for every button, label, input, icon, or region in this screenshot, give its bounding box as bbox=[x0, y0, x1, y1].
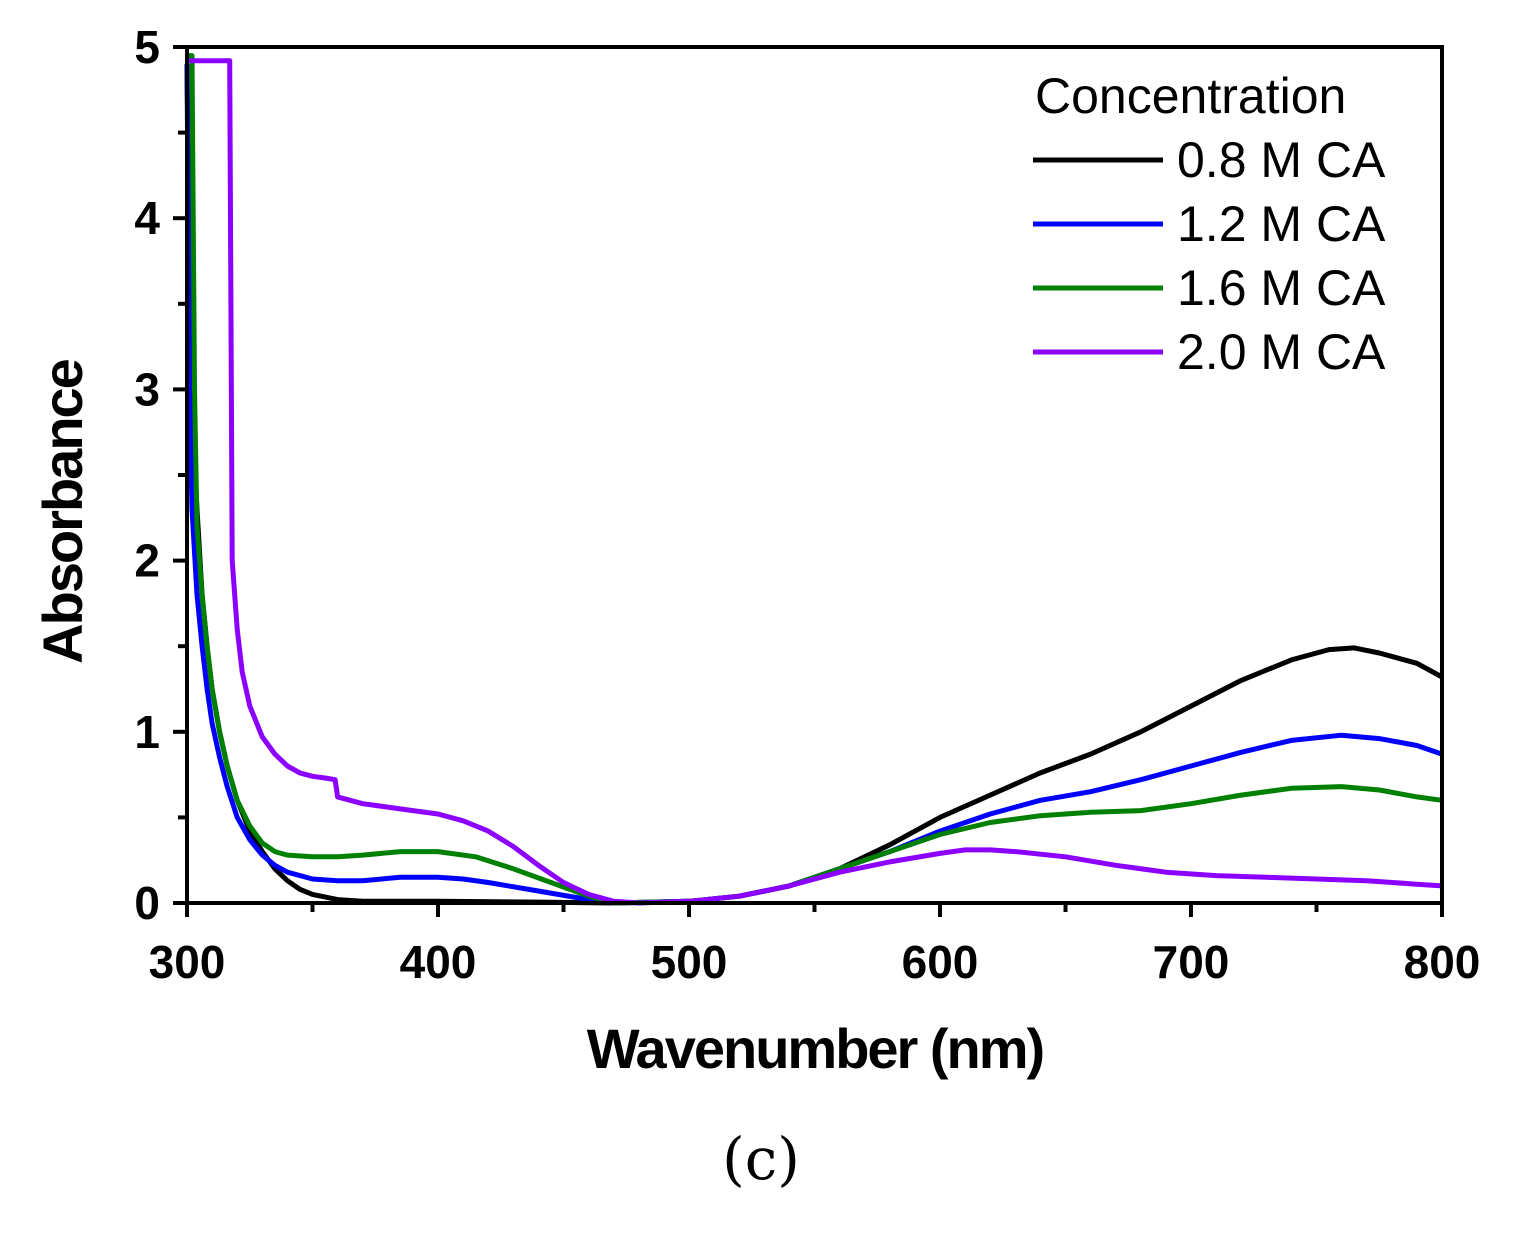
x-tick-label: 600 bbox=[902, 936, 979, 988]
y-axis-title: Absorbance bbox=[31, 359, 94, 663]
legend-label-1: 0.8 M CA bbox=[1177, 132, 1386, 188]
x-tick-label: 500 bbox=[651, 936, 728, 988]
series-line-2 bbox=[184, 64, 1443, 906]
x-tick-label: 300 bbox=[149, 936, 226, 988]
series-line-1 bbox=[184, 64, 1444, 906]
x-axis-title: Wavenumber (nm) bbox=[587, 1017, 1043, 1080]
x-tick-label: 800 bbox=[1404, 936, 1481, 988]
y-tick-label: 3 bbox=[134, 363, 160, 415]
y-tick-label: 2 bbox=[134, 535, 160, 587]
figure-caption: (c) bbox=[722, 1125, 800, 1193]
legend-label-4: 2.0 M CA bbox=[1177, 324, 1386, 380]
absorbance-chart: 300 400 500 600 700 800 0 1 2 3 4 5 Concentration 0… bbox=[31, 21, 1480, 1080]
series-line-3 bbox=[187, 53, 1443, 906]
legend: Concentration 0.8 M CA 1.2 M CA 1.6 M CA 2.… bbox=[1033, 68, 1386, 380]
x-tick-label: 400 bbox=[400, 936, 477, 988]
legend-label-3: 1.6 M CA bbox=[1177, 260, 1386, 316]
series-line-4 bbox=[187, 58, 1443, 906]
y-tick-label: 4 bbox=[134, 192, 160, 244]
y-tick-label: 0 bbox=[134, 877, 160, 929]
y-tick-label: 5 bbox=[134, 21, 160, 73]
axes-layer: 300 400 500 600 700 800 0 1 2 3 4 5 bbox=[134, 21, 1480, 988]
x-tick-label: 700 bbox=[1153, 936, 1230, 988]
legend-label-2: 1.2 M CA bbox=[1177, 196, 1386, 252]
legend-title: Concentration bbox=[1035, 68, 1346, 124]
y-tick-label: 1 bbox=[134, 706, 160, 758]
